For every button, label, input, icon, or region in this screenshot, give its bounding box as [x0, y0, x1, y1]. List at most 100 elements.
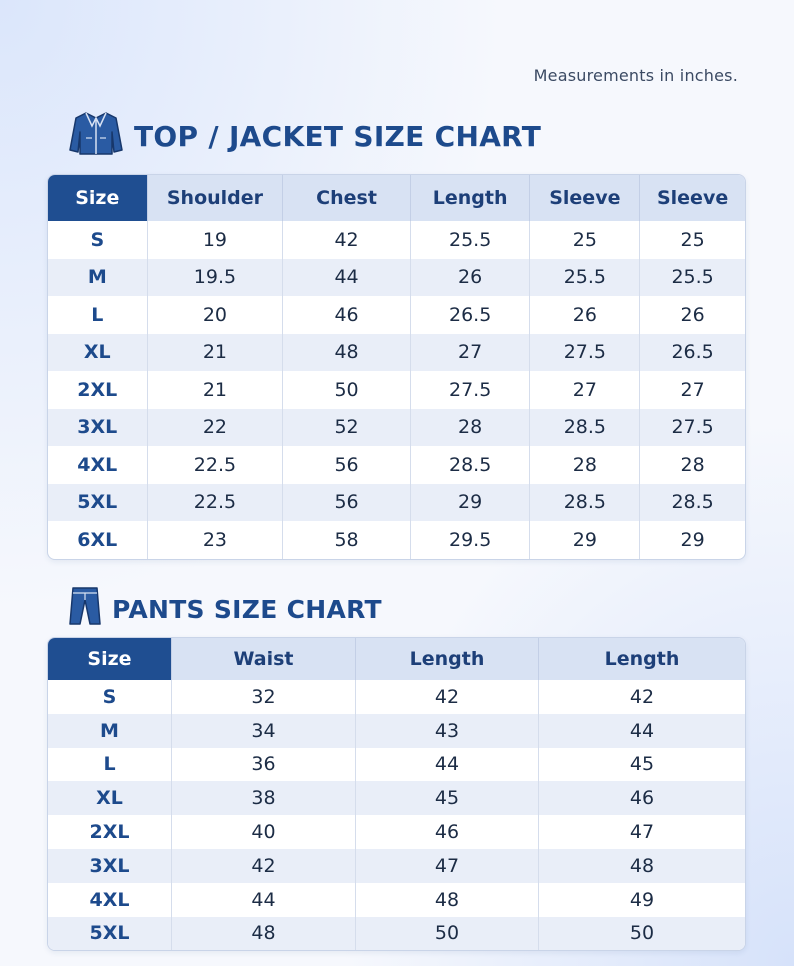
measurement-cell: 50	[282, 371, 410, 409]
measurement-cell: 32	[171, 680, 355, 714]
size-label-cell: 5XL	[48, 483, 147, 521]
measurement-cell: 27	[409, 333, 530, 371]
table-header-row: Size Shoulder Chest Length Sleeve Sleeve	[48, 175, 745, 221]
measurement-cell: 42	[538, 680, 745, 714]
size-label-cell: L	[103, 753, 116, 776]
table-row: L 36 44 45	[48, 747, 745, 782]
measurement-cell: 22	[146, 408, 283, 446]
measurement-cell: 47	[355, 848, 538, 883]
table-row: 5XL 22.5 56 29 28.5 28.5	[48, 483, 745, 521]
measurement-cell: 22.5	[146, 483, 283, 521]
measurement-cell: 27	[639, 371, 745, 409]
column-header: Length	[355, 638, 538, 680]
measurement-cell: 26.5	[639, 333, 745, 371]
measurement-cell: 50	[355, 916, 538, 951]
measurement-cell: 25.5	[529, 258, 640, 296]
jacket-icon	[68, 110, 124, 163]
measurement-cell: 28	[639, 446, 745, 484]
pants-chart-heading: PANTS SIZE CHART	[68, 586, 382, 632]
table-row: 2XL 21 50 27.5 27 27	[48, 371, 745, 409]
measurement-cell: 38	[171, 781, 355, 816]
measurement-cell: 27.5	[639, 408, 745, 446]
measurement-cell: 52	[282, 408, 410, 446]
measurement-cell: 28.5	[529, 408, 640, 446]
measurement-cell: 44	[282, 258, 410, 296]
measurement-cell: 42	[282, 221, 410, 259]
size-label-cell: XL	[48, 781, 171, 816]
table-row: 2XL 40 46 47	[48, 815, 745, 849]
measurement-cell: 23	[146, 521, 283, 559]
measurement-cell: 44	[538, 713, 745, 748]
measurement-cell: 46	[355, 815, 538, 849]
table-row: 5XL 48 50 50	[48, 916, 745, 951]
size-label-cell: 2XL	[89, 821, 130, 844]
measurement-cell: 46	[282, 296, 410, 334]
measurement-cell: 48	[171, 916, 355, 951]
size-label-cell: XL	[48, 333, 147, 371]
measurement-cell: 43	[355, 713, 538, 748]
size-label-cell: 2XL	[77, 378, 118, 401]
measurement-cell: 25	[529, 221, 639, 259]
measurement-cell: 26.5	[409, 296, 530, 334]
measurement-cell: 29	[529, 521, 639, 559]
measurement-cell: 48	[282, 333, 410, 371]
table-row: 4XL 22.5 56 28.5 28 28	[48, 446, 745, 484]
column-header: Chest	[282, 175, 410, 221]
measurement-cell: 26	[529, 296, 639, 334]
measurement-cell: 40	[171, 815, 355, 849]
table-row: 3XL 42 47 48	[48, 848, 745, 883]
measurement-cell: 27.5	[409, 371, 530, 409]
column-header: Length	[538, 638, 745, 680]
column-header: Shoulder	[146, 175, 283, 221]
measurement-cell: 25.5	[409, 221, 530, 259]
size-label-cell: L	[91, 303, 104, 326]
size-label-cell: M	[48, 713, 171, 748]
table-row: XL 38 45 46	[48, 781, 745, 816]
measurement-cell: 48	[538, 848, 745, 883]
measurement-cell: 25	[639, 221, 745, 259]
measurement-cell: 28.5	[639, 483, 745, 521]
size-label-cell: 3XL	[48, 408, 147, 446]
measurement-cell: 45	[355, 781, 538, 816]
measurement-cell: 45	[538, 747, 745, 782]
column-header: Length	[409, 175, 530, 221]
size-label-cell: S	[90, 228, 105, 251]
measurement-cell: 26	[409, 258, 530, 296]
measurement-cell: 26	[639, 296, 745, 334]
size-label-cell: S	[102, 685, 117, 708]
column-header: Size	[48, 175, 147, 221]
measurement-cell: 28	[529, 446, 639, 484]
measurement-cell: 22.5	[146, 446, 283, 484]
measurement-cell: 36	[171, 747, 355, 782]
top-chart-title: TOP / JACKET SIZE CHART	[134, 120, 542, 153]
top-chart-heading: TOP / JACKET SIZE CHART	[68, 110, 541, 163]
measurement-cell: 56	[282, 483, 410, 521]
table-header-row: Size Waist Length Length	[48, 638, 745, 680]
column-header: Sleeve	[529, 175, 640, 221]
measurement-cell: 47	[538, 815, 745, 849]
size-label-cell: 4XL	[89, 888, 130, 911]
measurement-cell: 44	[171, 882, 355, 917]
size-label-cell: 6XL	[77, 528, 118, 551]
measurement-cell: 21	[146, 333, 283, 371]
measurement-cell: 21	[146, 371, 283, 409]
measurement-cell: 49	[538, 882, 745, 917]
pants-icon	[68, 586, 102, 632]
pants-chart-title: PANTS SIZE CHART	[112, 594, 382, 624]
table-row: M 34 43 44	[48, 713, 745, 748]
measurement-cell: 27	[529, 371, 639, 409]
measurement-cell: 50	[538, 916, 745, 951]
measurement-cell: 25.5	[639, 258, 745, 296]
measurement-cell: 44	[355, 747, 538, 782]
measurement-cell: 19.5	[146, 258, 283, 296]
measurement-cell: 42	[171, 848, 355, 883]
table-row: 3XL 22 52 28 28.5 27.5	[48, 408, 745, 446]
measurement-cell: 27.5	[529, 333, 640, 371]
top-size-table: Size Shoulder Chest Length Sleeve Sleeve…	[47, 174, 746, 560]
table-row: XL 21 48 27 27.5 26.5	[48, 333, 745, 371]
size-label-cell: 3XL	[48, 848, 171, 883]
table-row: 4XL 44 48 49	[48, 882, 745, 917]
measurement-cell: 42	[355, 680, 538, 714]
measurement-cell: 56	[282, 446, 410, 484]
pants-size-table: Size Waist Length Length S 32 42 42 M 34 43 44 L…	[47, 637, 746, 952]
